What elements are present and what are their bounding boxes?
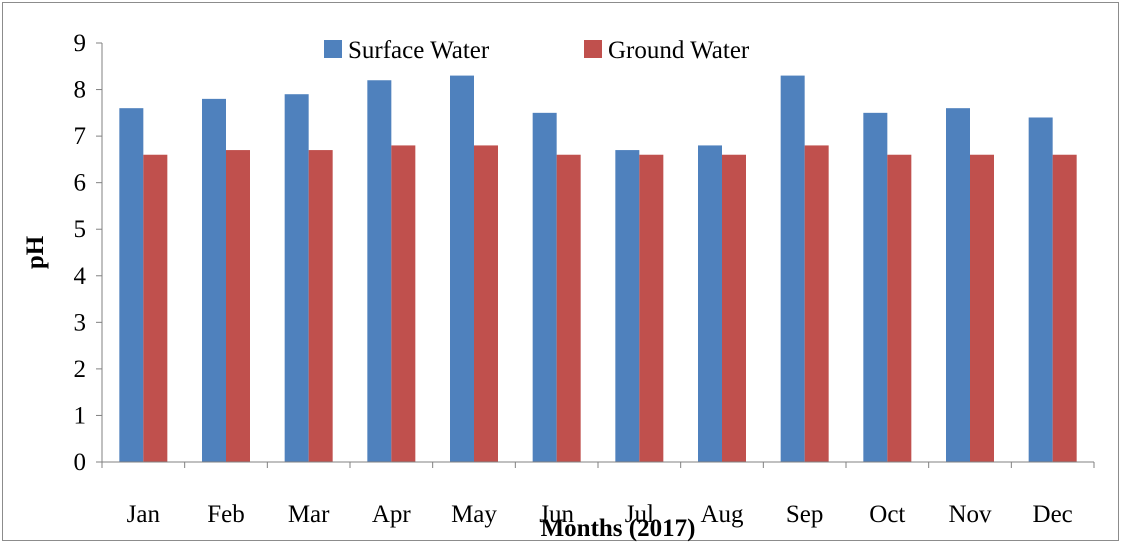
bar-ground-water-feb xyxy=(226,150,250,463)
y-tick-label: 9 xyxy=(74,30,87,57)
x-tick-label: Jun xyxy=(539,501,574,528)
bar-ground-water-nov xyxy=(970,154,994,462)
x-ticks-group: Jan Feb Mar Apr May Jun Jul Aug Sep Oct Nov Dec xyxy=(101,462,1095,528)
bar-surface-water-jul xyxy=(615,150,640,463)
bar-surface-water-mar xyxy=(284,94,309,462)
bar-ground-water-mar xyxy=(308,150,333,463)
bar-surface-water-oct xyxy=(863,112,888,462)
x-tick-label: Apr xyxy=(372,501,412,528)
legend-swatch-surface-water xyxy=(324,40,342,58)
bar-ground-water-jul xyxy=(639,154,664,462)
y-tick-label: 7 xyxy=(74,123,87,150)
bars-group xyxy=(119,75,1077,463)
legend-swatch-ground-water xyxy=(584,40,602,58)
y-tick-label: 4 xyxy=(74,263,87,290)
x-tick-label: Aug xyxy=(700,501,744,528)
legend-label-ground-water: Ground Water xyxy=(608,37,750,64)
y-tick-label: 2 xyxy=(74,356,87,383)
x-tick-label: Jan xyxy=(127,501,161,528)
bar-ground-water-jun xyxy=(556,154,581,462)
bar-surface-water-apr xyxy=(367,80,392,462)
bar-ground-water-oct xyxy=(887,154,912,462)
bar-surface-water-dec xyxy=(1028,117,1053,462)
y-tick-label: 1 xyxy=(74,402,87,429)
bar-surface-water-feb xyxy=(202,98,226,462)
bar-surface-water-jan xyxy=(119,108,144,462)
bar-surface-water-may xyxy=(450,75,474,462)
bar-surface-water-jun xyxy=(532,112,557,462)
y-tick-label: 3 xyxy=(74,309,87,336)
x-tick-label: Nov xyxy=(948,501,992,528)
x-tick-label: Sep xyxy=(786,501,824,528)
y-axis-title: pH xyxy=(22,235,49,269)
x-tick-label: Feb xyxy=(207,501,245,528)
y-ticks-group: 0 1 2 3 4 5 6 7 8 9 xyxy=(74,30,102,476)
x-tick-label: Oct xyxy=(869,501,905,528)
legend-label-surface-water: Surface Water xyxy=(348,37,490,64)
axes-group xyxy=(101,43,1094,463)
bar-ground-water-may xyxy=(474,145,498,462)
x-tick-label: Jul xyxy=(625,501,654,528)
bar-ground-water-jan xyxy=(143,154,168,462)
x-tick-label: May xyxy=(451,501,497,528)
bar-ground-water-dec xyxy=(1052,154,1077,462)
x-axis-title: Months (2017) xyxy=(541,515,696,542)
bar-ground-water-aug xyxy=(722,154,746,462)
y-tick-label: 8 xyxy=(74,77,87,104)
bar-surface-water-nov xyxy=(946,108,970,462)
bar-surface-water-aug xyxy=(698,145,722,462)
y-tick-label: 5 xyxy=(74,216,87,243)
x-tick-label: Dec xyxy=(1033,501,1073,528)
y-tick-label: 0 xyxy=(74,449,87,476)
bar-surface-water-sep xyxy=(780,75,805,462)
x-tick-label: Mar xyxy=(288,501,330,528)
y-tick-label: 6 xyxy=(74,170,87,197)
bar-ground-water-apr xyxy=(391,145,416,462)
bar-ground-water-sep xyxy=(804,145,829,462)
legend: Surface Water Ground Water xyxy=(324,37,750,64)
